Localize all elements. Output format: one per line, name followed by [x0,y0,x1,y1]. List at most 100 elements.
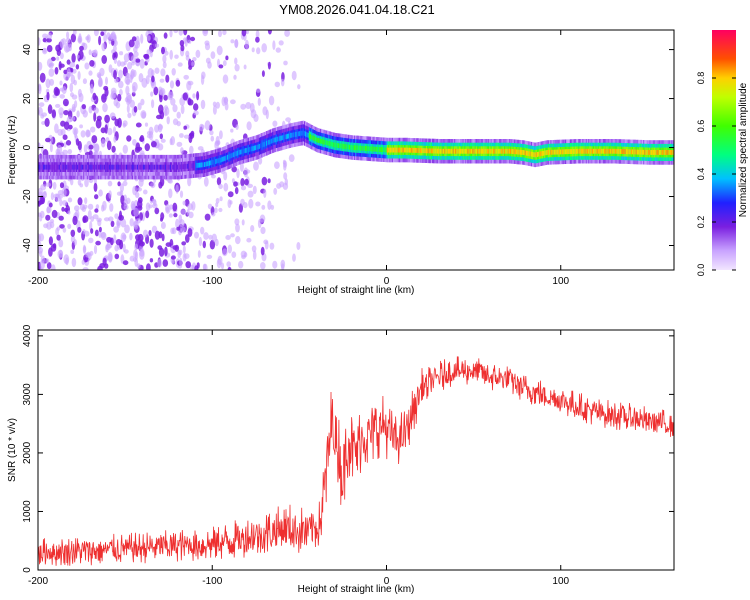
heatmap-cell [247,190,254,198]
heatmap-cell [82,110,88,118]
heatmap-cell [87,210,92,220]
heatmap-cell [185,54,190,61]
heatmap-cell [105,76,108,85]
heatmap-cell [203,176,209,187]
ridge-cell [353,145,356,151]
heatmap-cell [151,75,155,83]
ridge-cell [408,147,411,153]
ridge-cell [89,164,91,170]
heatmap-cell [175,218,180,229]
heatmap-cell [90,126,96,133]
heatmap-cell [267,178,271,184]
heatmap-cell [52,181,57,190]
heatmap-cell [163,94,168,101]
ridge-cell [604,148,606,154]
ridge-cell [211,160,213,165]
ridge-cell [612,148,615,154]
heatmap-cell [58,107,64,116]
ridge-cell [514,149,517,155]
ridge-cell [131,164,134,170]
heatmap-cell [214,141,219,150]
heatmap-cell [59,224,65,229]
heatmap-cell [223,182,229,192]
ridge-cell [527,150,529,156]
heatmap-cell [111,90,117,99]
ridge-cell [94,164,96,170]
colorbar-label: Normalized spectral amplitude [738,82,749,217]
ridge-cell [267,140,269,146]
heatmap-cell [100,232,107,240]
heatmap-cell [296,242,301,250]
heatmap-cell [73,79,77,86]
heatmap-cell [46,262,52,270]
heatmap-cell [75,138,80,146]
ridge-cell [256,144,258,150]
ridge-cell [656,150,658,155]
ridge-cell [39,164,41,170]
ridge-cell [127,164,129,170]
heatmap-cell [234,63,240,72]
heatmap-cell [59,63,65,68]
heatmap-cell [59,87,65,92]
heatmap-cell [178,214,183,224]
ridge-cell [144,164,146,170]
ridge-cell [663,150,666,155]
ridge-cell [303,131,306,136]
ridge-cell [153,164,156,170]
ridge-cell [156,164,158,170]
heatmap-cell [156,114,162,120]
ridge-cell [561,149,563,155]
heatmap-cell [187,228,193,237]
ridge-cell [225,155,228,161]
heatmap-cell [139,58,145,69]
heatmap-cell [170,255,176,260]
heatmap-cell [179,190,184,198]
heatmap-cell [196,91,200,101]
heatmap-cell [151,225,158,234]
heatmap-cell [149,258,154,263]
heatmap-cell [116,220,120,227]
ridge-cell [610,148,612,154]
y-tick-label: 1000 [22,500,33,523]
x-tick-label: -100 [202,276,222,287]
heatmap-cell [43,223,49,229]
ridge-cell [373,146,375,152]
ridge-cell [57,164,60,170]
heatmap-cell [200,99,206,110]
heatmap-cell [153,199,157,207]
ridge-cell [650,150,652,155]
ridge-cell [392,147,395,153]
heatmap-cell [39,72,46,83]
heatmap-cell [118,69,123,79]
heatmap-cell [173,30,179,34]
ridge-cell [139,164,141,170]
ridge-cell [439,148,441,154]
heatmap-cell [122,144,128,154]
heatmap-cell [240,185,247,191]
ridge-cell [613,148,616,154]
ridge-cell [379,147,382,152]
ridge-cell [345,144,347,150]
ridge-cell [279,136,282,141]
ridge-cell [175,164,178,170]
heatmap-cell [137,102,142,111]
ridge-cell [213,159,216,165]
ridge-cell [366,146,368,151]
heatmap-cell [84,197,88,205]
heatmap-cell [113,45,117,52]
ridge-cell [269,139,272,145]
heatmap-cell [179,40,185,47]
heatmap-cell [179,257,183,267]
ridge-cell [630,149,633,155]
ridge-cell [347,144,350,150]
heatmap-cell [59,52,64,60]
ridge-cell [389,147,391,153]
heatmap-cell [160,138,166,143]
ridge-cell [210,160,212,166]
ridge-cell [543,150,545,156]
heatmap-cell [146,263,151,270]
ridge-cell [601,148,604,154]
heatmap-cell [182,252,187,262]
heatmap-cell [177,62,183,67]
ridge-cell [85,164,88,170]
